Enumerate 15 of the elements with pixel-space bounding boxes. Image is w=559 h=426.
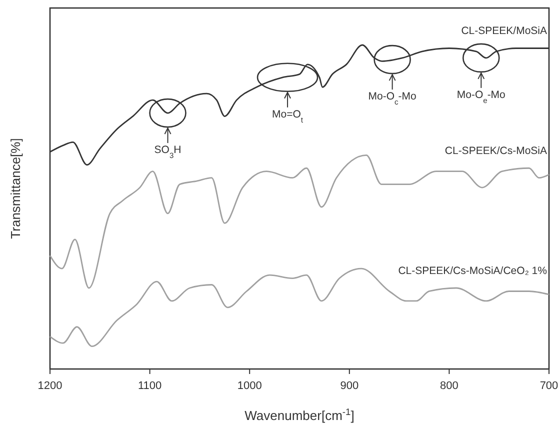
annotation: SO$_{3}$H xyxy=(154,144,182,160)
x-axis-title: Wavenumber[cm$^{-1}$] xyxy=(244,407,354,423)
series-label: CL-SPEEK/Cs-MoSiA/CeO₂ 1% xyxy=(398,265,547,277)
x-tick-label: 1200 xyxy=(38,380,62,392)
y-axis-title: Transmittance[%] xyxy=(8,138,23,239)
x-tick-label: 900 xyxy=(340,380,359,392)
annotation: Mo-O$_{c}$-Mo xyxy=(368,90,417,106)
x-tick-label: 1100 xyxy=(138,380,162,392)
annotation: Mo=O$_{t}$ xyxy=(272,108,304,124)
x-tick-label: 800 xyxy=(440,380,458,392)
series-label: CL-SPEEK/MoSiA xyxy=(461,25,547,38)
series-label: CL-SPEEK/Cs-MoSiA xyxy=(444,145,547,158)
annotation: Mo-O$_{e}$-Mo xyxy=(456,88,506,104)
x-tick-label: 1000 xyxy=(237,380,262,392)
x-tick-label: 700 xyxy=(540,380,558,392)
